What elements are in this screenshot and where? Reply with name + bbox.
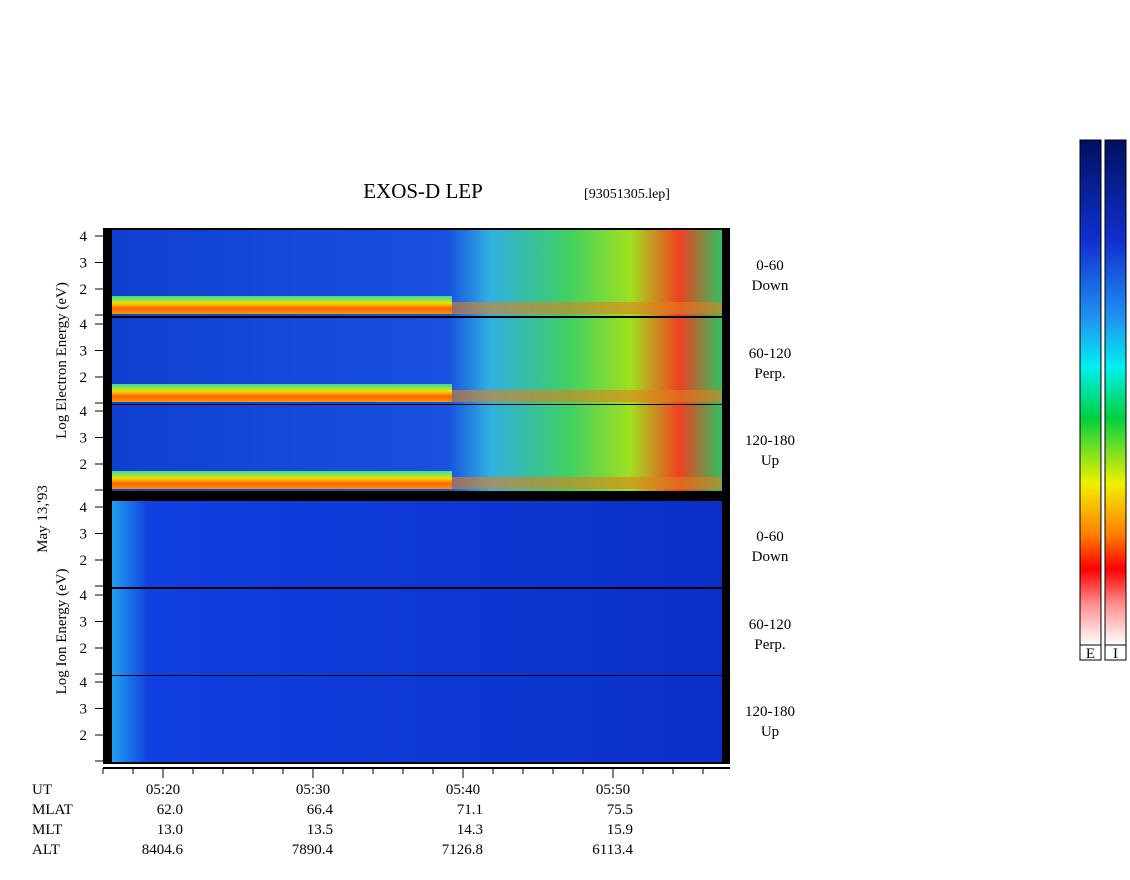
y-tick-label: 4 — [80, 500, 88, 516]
y-tick-label: 3 — [80, 344, 88, 360]
axis-label: Log Electron Energy (eV) — [54, 282, 70, 439]
row-value: 66.4 — [307, 802, 334, 818]
y-tick-label: 3 — [80, 615, 88, 631]
colorbar — [1104, 139, 1127, 646]
row-label: MLT — [32, 822, 62, 838]
row-value: 15.9 — [607, 822, 633, 838]
y-tick-label: 2 — [80, 728, 88, 744]
y-tick-label: 2 — [80, 370, 88, 386]
y-tick-label: 3 — [80, 431, 88, 447]
y-tick-label: 4 — [80, 675, 88, 691]
y-tick-label: 4 — [80, 229, 88, 245]
y-tick-label: 2 — [80, 641, 88, 657]
spectrogram — [112, 501, 722, 587]
time-tick-label: 05:30 — [296, 782, 330, 798]
title: EXOS-D LEP — [363, 179, 483, 203]
spectrogram-band — [452, 390, 722, 402]
row-value: 7126.8 — [442, 842, 483, 858]
panel-sublabel: Down — [752, 549, 789, 565]
spectrogram-band — [112, 296, 452, 314]
row-label: MLAT — [32, 802, 73, 818]
spectrogram-band — [452, 477, 722, 489]
colorbar-label: I — [1113, 646, 1118, 662]
y-tick-label: 3 — [80, 702, 88, 718]
panel-label: 60-120 — [749, 617, 792, 633]
y-tick-label: 3 — [80, 256, 88, 272]
row-value: 6113.4 — [592, 842, 633, 858]
y-tick-label: 4 — [80, 317, 88, 333]
time-tick-label: 05:20 — [146, 782, 180, 798]
row-label: ALT — [32, 842, 60, 858]
date-label: May 13,'93 — [35, 485, 51, 553]
panel-label: 0-60 — [756, 258, 784, 274]
time-tick-label: 05:40 — [446, 782, 480, 798]
y-tick-label: 4 — [80, 404, 88, 420]
panel-sublabel: Perp. — [754, 637, 785, 653]
row-value: 71.1 — [457, 802, 483, 818]
row-value: 62.0 — [157, 802, 183, 818]
row-value: 13.0 — [157, 822, 183, 838]
colorbar-label-box — [1104, 644, 1127, 661]
y-tick-label: 2 — [80, 553, 88, 569]
y-tick-label: 3 — [80, 527, 88, 543]
colorbar-label-box — [1079, 644, 1102, 661]
axis-label: Log Ion Energy (eV) — [54, 569, 70, 695]
panel-label: 0-60 — [756, 529, 784, 545]
y-tick-label: 2 — [80, 282, 88, 298]
row-value: 7890.4 — [292, 842, 334, 858]
panel-sublabel: Up — [761, 453, 779, 469]
spectrogram — [112, 676, 722, 762]
panel-label: 60-120 — [749, 346, 792, 362]
y-tick-label: 4 — [80, 588, 88, 604]
row-value: 75.5 — [607, 802, 633, 818]
y-tick-label: 2 — [80, 457, 88, 473]
spectrogram-band — [112, 471, 452, 489]
colorbar-label: E — [1086, 646, 1095, 662]
panel-sublabel: Up — [761, 724, 779, 740]
panel-sublabel: Perp. — [754, 366, 785, 382]
panel-label: 120-180 — [745, 433, 795, 449]
row-label: UT — [32, 782, 52, 798]
spectrogram-band — [112, 384, 452, 402]
spectrogram — [112, 589, 722, 675]
row-value: 13.5 — [307, 822, 333, 838]
spectrogram-band — [452, 302, 722, 314]
colorbar — [1079, 139, 1102, 646]
row-value: 14.3 — [457, 822, 483, 838]
row-value: 8404.6 — [142, 842, 184, 858]
file-name: [93051305.lep] — [584, 187, 670, 202]
time-tick-label: 05:50 — [596, 782, 630, 798]
panel-sublabel: Down — [752, 278, 789, 294]
panel-label: 120-180 — [745, 704, 795, 720]
